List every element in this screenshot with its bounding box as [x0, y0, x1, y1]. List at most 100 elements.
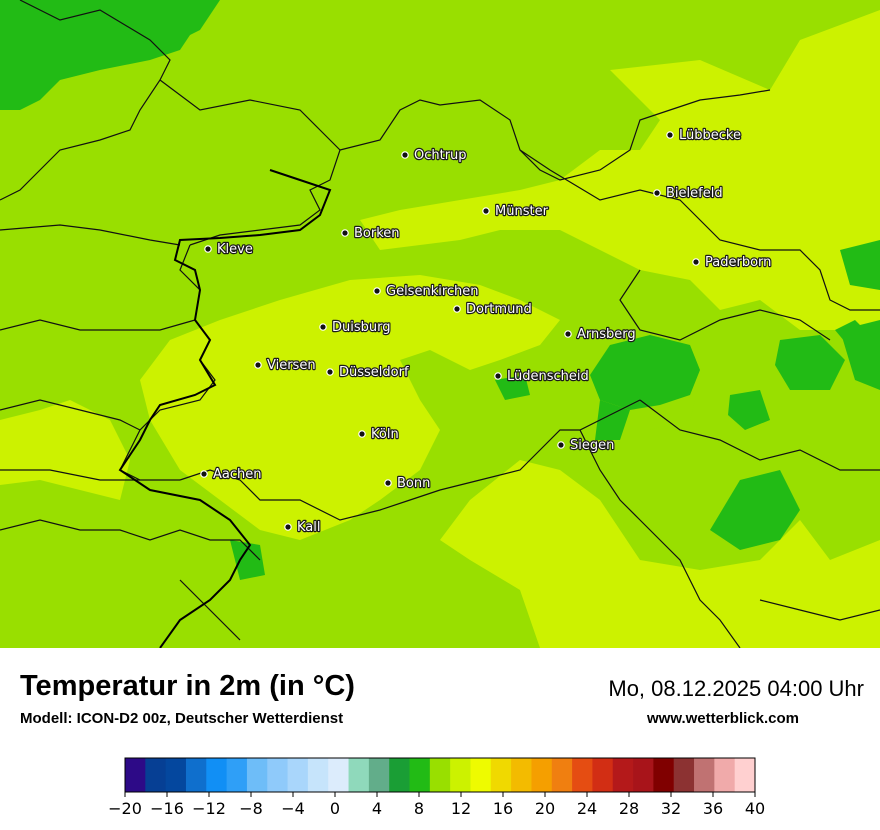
- legend-color-swatch: [307, 758, 329, 792]
- legend-color-swatch: [592, 758, 614, 792]
- city-label: Dortmund: [466, 302, 532, 317]
- legend-color-swatch: [267, 758, 288, 792]
- legend-frame: [124, 757, 756, 793]
- city-marker-dot: [494, 372, 502, 380]
- legend-tick-label: 20: [535, 799, 555, 818]
- city-marker-dot: [284, 523, 292, 531]
- legend-tick-label: 12: [451, 799, 471, 818]
- city-marker-dot: [401, 151, 409, 159]
- legend-tick-label: 8: [414, 799, 424, 818]
- legend-color-swatch: [348, 758, 370, 792]
- city-label: Köln: [371, 427, 399, 442]
- city-viersen: Viersen: [254, 357, 317, 374]
- legend-color-swatch: [714, 758, 736, 792]
- city-label: Münster: [495, 204, 549, 219]
- city-label: Paderborn: [705, 255, 771, 270]
- legend-color-swatch: [125, 758, 146, 792]
- city-label: Aachen: [213, 467, 261, 482]
- city-label: Düsseldorf: [339, 365, 409, 380]
- temperature-legend: −20 −16 −12 −8 −4 0 4 8 12 16 20 24 28 32 36 40: [108, 757, 765, 818]
- city-marker-dot: [204, 245, 212, 253]
- national-border: [118, 169, 332, 648]
- legend-color-swatch: [206, 758, 228, 792]
- city-marker-dot: [200, 470, 208, 478]
- legend-color-swatch: [409, 758, 431, 792]
- city-kall: Kall: [284, 519, 322, 536]
- legend-color-bar: [124, 757, 756, 793]
- city-marker-dot: [666, 131, 674, 139]
- city-label: Duisburg: [332, 320, 391, 335]
- city-marker-dot: [326, 368, 334, 376]
- city-dortmund: Dortmund: [453, 301, 533, 318]
- city-label: Ochtrup: [414, 148, 467, 163]
- city-gelsenkirchen: Gelsenkirchen: [373, 283, 480, 300]
- city-borken: Borken: [341, 225, 401, 242]
- legend-tick-label: −12: [192, 799, 226, 818]
- legend-tick-label: 0: [330, 799, 340, 818]
- city-label: Bonn: [397, 476, 430, 491]
- city-label: Borken: [354, 226, 400, 241]
- city-siegen: Siegen: [557, 437, 616, 454]
- city-marker-dot: [254, 361, 262, 369]
- city-marker-dot: [358, 430, 366, 438]
- legend-tick-label: 28: [619, 799, 639, 818]
- legend-tick-label: −16: [150, 799, 184, 818]
- legend-color-swatch: [551, 758, 573, 792]
- city-arnsberg: Arnsberg: [564, 326, 637, 343]
- legend-color-swatch: [185, 758, 207, 792]
- legend-color-swatch: [368, 758, 390, 792]
- legend-tick-label: 16: [493, 799, 513, 818]
- city-marker-dot: [653, 189, 661, 197]
- map-title: Temperatur in 2m (in °C): [20, 670, 355, 702]
- city-label: Gelsenkirchen: [386, 284, 479, 299]
- legend-tick-label: 24: [577, 799, 597, 818]
- legend-color-swatch: [694, 758, 715, 792]
- legend-color-swatch: [734, 758, 756, 792]
- city-düsseldorf: Düsseldorf: [326, 364, 410, 381]
- city-münster: Münster: [482, 203, 550, 220]
- legend-color-swatch: [226, 758, 248, 792]
- city-label: Lübbecke: [679, 128, 741, 143]
- legend-tick-label: −20: [108, 799, 142, 818]
- city-marker-dot: [319, 323, 327, 331]
- city-label: Arnsberg: [577, 327, 636, 342]
- legend-color-swatch: [531, 758, 553, 792]
- legend-color-swatch: [612, 758, 634, 792]
- legend-color-swatch: [633, 758, 654, 792]
- city-lüdenscheid: Lüdenscheid: [494, 368, 590, 385]
- city-bonn: Bonn: [384, 475, 432, 492]
- legend-color-swatch: [450, 758, 471, 792]
- city-marker-dot: [564, 330, 572, 338]
- city-marker-dot: [373, 287, 381, 295]
- legend-color-swatch: [511, 758, 532, 792]
- legend-color-swatch: [490, 758, 512, 792]
- legend-color-swatch: [673, 758, 695, 792]
- city-bielefeld: Bielefeld: [653, 185, 724, 202]
- legend-color-swatch: [572, 758, 593, 792]
- legend-tick-label: −4: [281, 799, 305, 818]
- legend-tick-labels: −20 −16 −12 −8 −4 0 4 8 12 16 20 24 28 32 36 40: [108, 792, 765, 818]
- legend-tick-label: 40: [745, 799, 765, 818]
- city-lübbecke: Lübbecke: [666, 127, 742, 144]
- city-paderborn: Paderborn: [692, 254, 773, 271]
- legend-color-swatch: [389, 758, 410, 792]
- city-marker-dot: [482, 207, 490, 215]
- city-marker-dot: [557, 441, 565, 449]
- forecast-datetime: Mo, 08.12.2025 04:00 Uhr: [608, 676, 864, 701]
- city-marker-dot: [692, 258, 700, 266]
- legend-color-swatch: [287, 758, 309, 792]
- admin-borders: [0, 0, 880, 648]
- legend-color-swatch: [328, 758, 349, 792]
- city-label: Kall: [297, 520, 321, 535]
- city-marker-dot: [341, 229, 349, 237]
- legend-tick-label: −8: [239, 799, 263, 818]
- website-link[interactable]: www.wetterblick.com: [647, 710, 799, 727]
- legend-color-swatch: [145, 758, 167, 792]
- legend-color-swatch: [165, 758, 187, 792]
- city-label: Siegen: [570, 438, 614, 453]
- legend-tick-label: 4: [372, 799, 382, 818]
- city-label: Kleve: [217, 242, 253, 257]
- city-marker-dot: [453, 305, 461, 313]
- city-kleve: Kleve: [204, 241, 254, 258]
- legend-color-swatch: [246, 758, 268, 792]
